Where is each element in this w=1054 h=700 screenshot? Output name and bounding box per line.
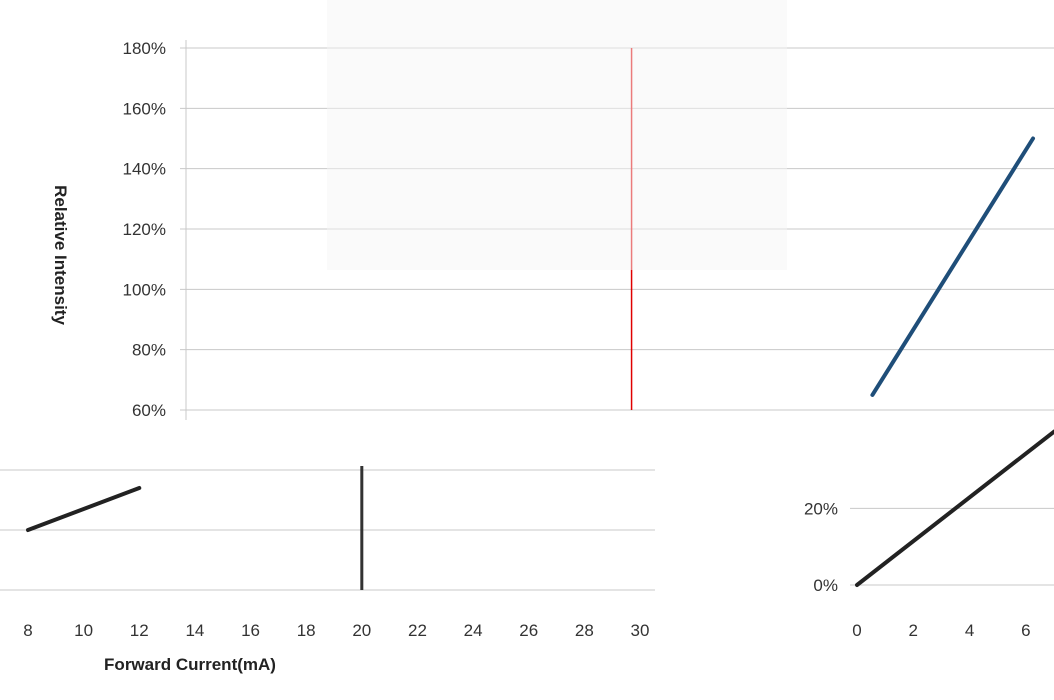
top-y-tick-label: 160% — [123, 99, 166, 118]
bottom-right-x-tick-label: 4 — [965, 621, 974, 640]
top-y-tick-label: 80% — [132, 341, 166, 360]
top-y-tick-label: 120% — [123, 220, 166, 239]
bottom-left-x-tick-label: 8 — [23, 621, 32, 640]
bottom-left-x-tick-label: 24 — [464, 621, 483, 640]
bottom-left-x-tick-label: 10 — [74, 621, 93, 640]
y-axis-label: Relative Intensity — [51, 185, 70, 325]
watermark-band — [327, 0, 787, 270]
bottom-left-x-tick-label: 26 — [519, 621, 538, 640]
top-y-tick-label: 180% — [123, 39, 166, 58]
bottom-right-x-tick-label: 6 — [1021, 621, 1030, 640]
top-y-tick-label: 60% — [132, 401, 166, 420]
bottom-right-x-ticks: 0 2 4 6 — [852, 621, 1030, 640]
bottom-left-x-tick-label: 28 — [575, 621, 594, 640]
bottom-right-series-line — [855, 429, 1054, 587]
bottom-left-x-tick-label: 18 — [297, 621, 316, 640]
bottom-right-x-tick-label: 0 — [852, 621, 861, 640]
bottom-left-x-tick-label: 22 — [408, 621, 427, 640]
bottom-left-x-tick-label: 12 — [130, 621, 149, 640]
bottom-left-x-ticks: 8 10 12 14 16 18 20 22 24 26 28 30 — [23, 621, 649, 640]
bottom-left-series-line — [26, 486, 142, 532]
top-y-tick-label: 100% — [123, 280, 166, 299]
bottom-left-x-tick-label: 14 — [185, 621, 204, 640]
bottom-left-x-tick-label: 20 — [352, 621, 371, 640]
bottom-left-series — [26, 486, 142, 532]
bottom-left-x-tick-label: 30 — [631, 621, 650, 640]
bottom-right-grid — [850, 507, 1054, 586]
x-axis-label: Forward Current(mA) — [104, 655, 276, 674]
bottom-right-chart: 20% 0% 0 2 4 6 — [804, 429, 1054, 640]
bottom-left-grid — [0, 469, 655, 591]
bottom-right-y-ticks: 20% 0% — [804, 499, 838, 595]
top-series-line — [870, 136, 1035, 397]
bottom-right-y-tick-label: 20% — [804, 499, 838, 518]
top-series — [870, 136, 1035, 397]
bottom-left-chart: 8 10 12 14 16 18 20 22 24 26 28 30 Forward Current(… — [0, 466, 655, 674]
top-y-tick-label: 140% — [123, 160, 166, 179]
bottom-left-x-tick-label: 16 — [241, 621, 260, 640]
bottom-right-y-tick-label: 0% — [813, 576, 838, 595]
bottom-right-x-tick-label: 2 — [909, 621, 918, 640]
top-y-ticks: 180% 160% 140% 120% 100% 80% 60% — [123, 39, 166, 420]
bottom-right-series — [855, 429, 1054, 587]
